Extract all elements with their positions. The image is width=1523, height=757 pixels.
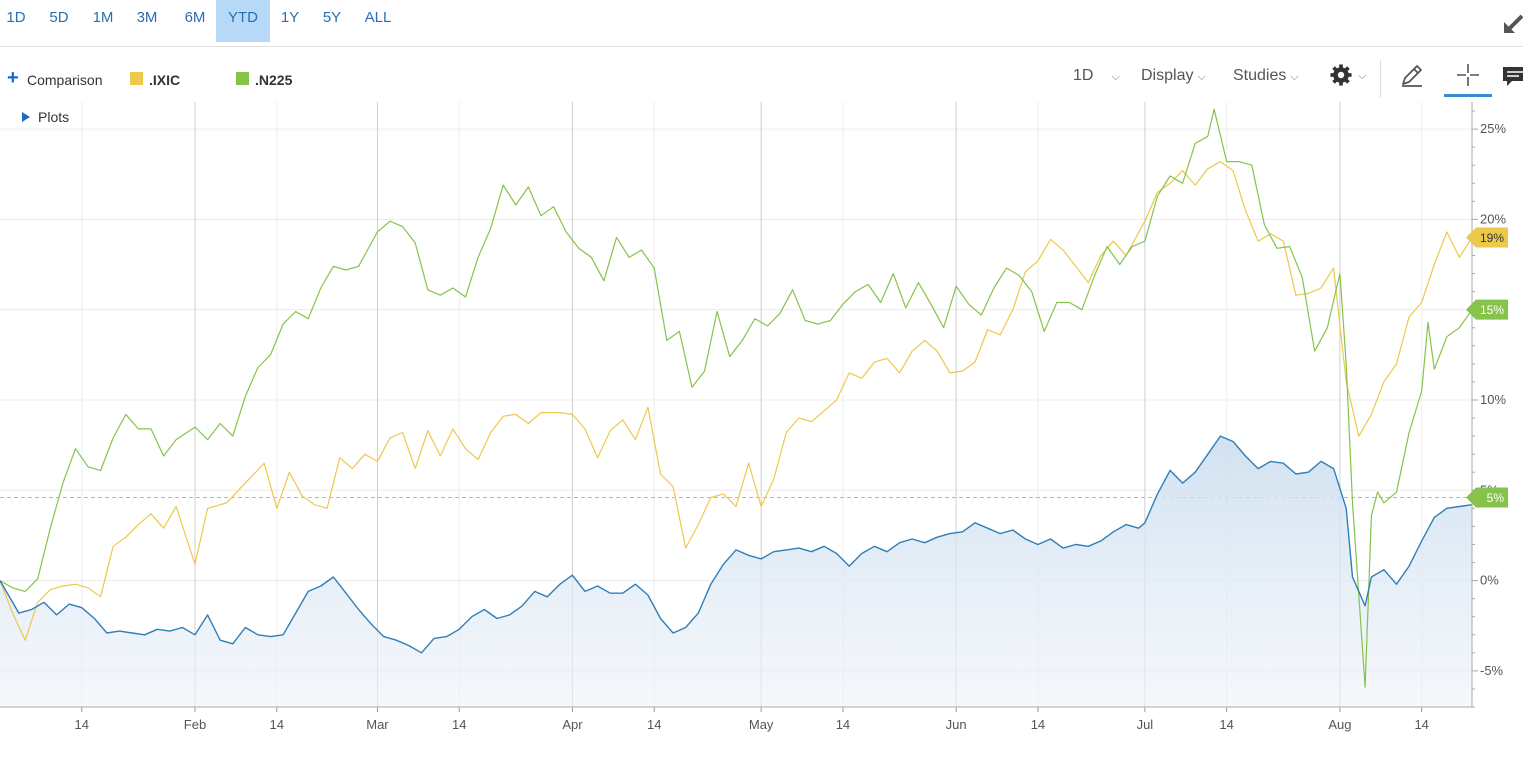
legend-label-n225[interactable]: .N225 (255, 72, 293, 88)
y-tick-label: -5% (1480, 663, 1504, 678)
end-tag-shape (1466, 227, 1508, 248)
chevron-down-icon: ⌵ (1290, 71, 1299, 83)
comment-icon[interactable] (1502, 64, 1523, 90)
range-button-5d[interactable]: 5D (49, 9, 69, 26)
plots-toggle[interactable]: Plots (22, 109, 69, 125)
chevron-down-icon[interactable]: ⌵ (1358, 70, 1367, 82)
range-button-1y[interactable]: 1Y (280, 9, 300, 26)
legend-swatch-ixic (130, 72, 143, 85)
range-button-6m[interactable]: 6M (184, 9, 206, 26)
chevron-down-icon: ⌵ (1111, 71, 1120, 83)
x-tick-label: Apr (562, 717, 583, 732)
pencil-icon[interactable] (1399, 62, 1425, 88)
series-end-tags: 5% 19% 15% (1466, 227, 1508, 508)
plus-icon[interactable]: + (7, 67, 19, 89)
x-tick-label: 14 (836, 717, 850, 732)
display-label: Display (1141, 67, 1194, 84)
legend-swatch-n225 (236, 72, 249, 85)
toolbar-separator (1380, 60, 1381, 98)
display-dropdown[interactable]: Display ⌵ (1141, 67, 1206, 85)
x-tick-label: 14 (1219, 717, 1233, 732)
end-tag-shape (1466, 487, 1508, 508)
range-button-all[interactable]: ALL (364, 9, 392, 26)
range-button-5y[interactable]: 5Y (322, 9, 342, 26)
main-series-line (0, 435, 1473, 654)
end-tag-label: 15% (1480, 303, 1504, 317)
play-icon (22, 112, 30, 123)
y-tick-label: 10% (1480, 392, 1506, 407)
x-tick-label: Jun (946, 717, 967, 732)
range-button-ytd[interactable]: YTD (216, 0, 270, 42)
y-tick-label: 0% (1480, 573, 1499, 588)
x-tick-label: Jul (1137, 717, 1154, 732)
chart-toolbar: + Comparison .IXIC .N225 1D ⌵ Display ⌵ St… (0, 58, 1523, 102)
plots-label: Plots (38, 109, 70, 125)
comparison-button[interactable]: Comparison (27, 72, 103, 88)
y-tick-label: 20% (1480, 211, 1506, 226)
x-tick-label: Mar (366, 717, 389, 732)
y-tick-label: 25% (1480, 121, 1506, 136)
main-end-tag: 5% (1466, 487, 1508, 508)
chevron-down-icon: ⌵ (1197, 71, 1206, 83)
range-button-1d[interactable]: 1D (6, 9, 26, 26)
interval-label: 1D (1073, 67, 1094, 84)
end-tag-label: 5% (1487, 491, 1505, 505)
ixic-series-line (0, 161, 1473, 641)
n225-end-tag: 15% (1466, 299, 1508, 320)
end-tag-shape (1466, 299, 1508, 320)
x-tick-label: May (749, 717, 774, 732)
ixic-end-tag: 19% (1466, 227, 1508, 248)
crosshair-active-indicator (1444, 94, 1492, 97)
collapse-arrow-icon[interactable] (1500, 12, 1523, 36)
x-tick-label: Feb (184, 717, 206, 732)
toolbar-divider (0, 46, 1523, 47)
crosshair-icon[interactable] (1455, 62, 1481, 88)
studies-dropdown[interactable]: Studies ⌵ (1233, 67, 1299, 85)
x-tick-label: Aug (1328, 717, 1351, 732)
legend-label-ixic[interactable]: .IXIC (149, 72, 181, 88)
x-tick-label: 14 (1414, 717, 1428, 732)
range-button-3m[interactable]: 3M (136, 9, 158, 26)
x-tick-label: 14 (1031, 717, 1045, 732)
x-tick-label: 14 (270, 717, 284, 732)
interval-dropdown[interactable]: 1D ⌵ (1073, 67, 1120, 85)
chart-series (0, 108, 1473, 707)
range-selector: 1D 5D 1M 3M 6M YTD 1Y 5Y ALL (0, 0, 402, 42)
end-tag-label: 19% (1480, 231, 1504, 245)
range-button-1m[interactable]: 1M (92, 9, 114, 26)
x-tick-label: 14 (75, 717, 89, 732)
n225-series-line (0, 108, 1473, 688)
gear-icon[interactable] (1330, 64, 1352, 86)
studies-label: Studies (1233, 67, 1287, 84)
x-tick-label: 14 (452, 717, 466, 732)
main-series-area (0, 436, 1472, 707)
x-tick-label: 14 (647, 717, 661, 732)
